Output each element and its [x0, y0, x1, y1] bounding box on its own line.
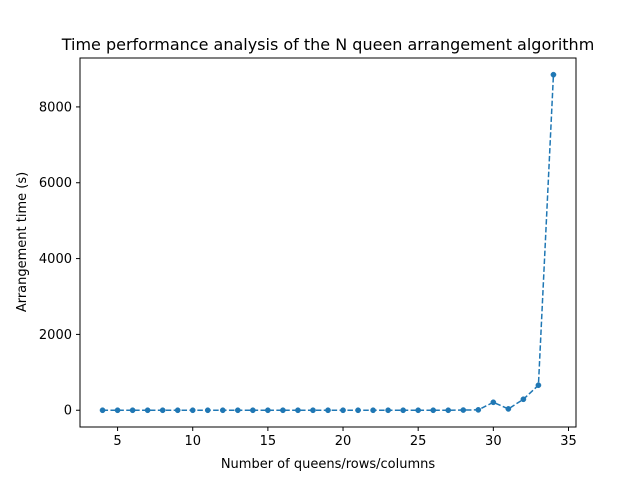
x-tick-label: 30 — [485, 434, 502, 449]
data-point — [144, 407, 151, 414]
data-point — [325, 407, 331, 414]
data-point — [129, 407, 136, 414]
data-point — [385, 407, 391, 414]
data-point — [189, 407, 196, 414]
chart-title: Time performance analysis of the N queen… — [61, 35, 595, 54]
data-point — [234, 407, 241, 414]
data-point — [370, 407, 376, 414]
x-tick-label: 10 — [184, 434, 201, 449]
data-point — [505, 406, 512, 412]
data-point — [219, 407, 226, 414]
data-point — [550, 71, 557, 78]
y-tick-label: 0 — [64, 404, 72, 419]
data-point — [114, 407, 121, 414]
data-point — [174, 407, 181, 414]
data-point — [295, 407, 301, 414]
x-tick-label: 20 — [335, 434, 352, 449]
plot-frame — [79, 57, 577, 428]
data-point — [475, 407, 482, 413]
x-tick-label: 35 — [560, 434, 577, 449]
x-axis: 5 10 15 20 25 30 35 — [113, 427, 577, 449]
x-tick-label: 15 — [260, 434, 277, 449]
data-point — [520, 396, 527, 403]
data-point — [430, 407, 437, 414]
y-tick-label: 6000 — [39, 176, 72, 191]
data-point — [415, 407, 422, 414]
data-point — [250, 407, 256, 414]
data-point — [355, 407, 361, 414]
data-point — [490, 399, 497, 406]
data-point — [340, 407, 346, 414]
x-tick-label: 5 — [113, 434, 121, 449]
data-point — [535, 382, 542, 389]
data-point — [159, 407, 166, 414]
data-point — [280, 407, 286, 414]
y-tick-label: 8000 — [39, 100, 72, 115]
data-point — [265, 407, 271, 414]
x-axis-label: Number of queens/rows/columns — [221, 457, 436, 472]
data-point — [310, 407, 316, 414]
data-point — [204, 407, 211, 414]
y-axis: 0 2000 4000 6000 8000 — [39, 100, 80, 419]
plot-area — [99, 71, 557, 414]
y-tick-label: 4000 — [39, 252, 72, 267]
y-axis-label: Arrangement time (s) — [15, 172, 30, 312]
data-point — [400, 407, 406, 414]
data-point — [445, 407, 452, 414]
data-point — [460, 407, 467, 413]
y-tick-label: 2000 — [39, 328, 72, 343]
x-tick-label: 25 — [410, 434, 427, 449]
data-point — [99, 407, 106, 414]
